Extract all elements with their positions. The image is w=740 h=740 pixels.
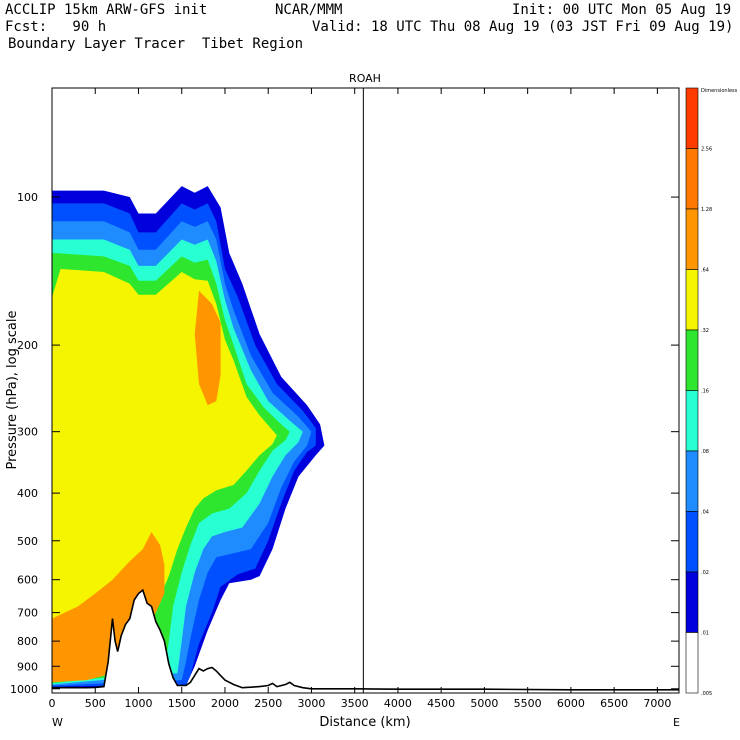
east-label: E xyxy=(673,716,680,729)
colorbar-level-4: .32 xyxy=(701,328,709,334)
x-axis: 0 500 1000 1500 2000 2500 3000 3500 4000 4500 5000… xyxy=(49,88,671,710)
colorbar-level-7: .04 xyxy=(701,510,709,516)
colorbar-swatch-1 xyxy=(685,148,699,210)
y-tick-label-300: 300 xyxy=(17,426,38,439)
forecast-hour: Fcst: 90 h xyxy=(5,19,107,35)
tracer-contour-7 xyxy=(194,290,221,406)
init-time: Init: 00 UTC Mon 05 Aug 19 xyxy=(512,2,732,18)
colorbar-level-10: .005 xyxy=(701,691,712,697)
colorbar-swatch-6 xyxy=(685,450,699,512)
x-tick-label-5000: 5000 xyxy=(470,697,498,710)
x-tick-label-7000: 7000 xyxy=(643,697,671,710)
x-tick-label-6000: 6000 xyxy=(557,697,585,710)
x-tick-label-1500: 1500 xyxy=(168,697,196,710)
x-tick-label-500: 500 xyxy=(85,697,106,710)
y-tick-label-800: 800 xyxy=(17,635,38,648)
plot-frame xyxy=(51,87,680,694)
y-tick-label-900: 900 xyxy=(17,660,38,673)
colorbar-swatch-4 xyxy=(685,329,699,391)
org-label: NCAR/MMM xyxy=(275,2,343,18)
x-tick-label-6500: 6500 xyxy=(600,697,628,710)
tracer-contour-5 xyxy=(52,268,277,683)
x-tick-label-5500: 5500 xyxy=(514,697,542,710)
x-tick-label-3000: 3000 xyxy=(297,697,325,710)
tracer-contour-6 xyxy=(52,532,165,683)
x-tick-label-4500: 4500 xyxy=(427,697,455,710)
colorbar-swatch-9 xyxy=(685,632,699,694)
west-label: W xyxy=(52,716,63,729)
colorbar-swatch-8 xyxy=(685,571,699,633)
y-axis-label: Pressure (hPa), log scale xyxy=(5,311,20,470)
chart-title: ROAH xyxy=(349,72,381,85)
y-tick-label-200: 200 xyxy=(17,339,38,352)
terrain-layer xyxy=(52,588,679,693)
y-tick-label-400: 400 xyxy=(17,487,38,500)
colorbar-level-8: .02 xyxy=(701,570,709,576)
tracer-fill-layer xyxy=(52,186,325,688)
colorbar: Dimensionless 2.56 1.28 .64 .32 .16 .08 .04 .02.… xyxy=(685,87,738,697)
y-tick-label-1000: 1000 xyxy=(10,683,38,696)
x-axis-label: Distance (km) xyxy=(319,715,410,730)
x-tick-label-0: 0 xyxy=(49,697,56,710)
x-tick-label-3500: 3500 xyxy=(341,697,369,710)
y-tick-label-500: 500 xyxy=(17,535,38,548)
colorbar-swatch-2 xyxy=(685,208,699,270)
y-tick-label-700: 700 xyxy=(17,607,38,620)
colorbar-level-3: .64 xyxy=(701,268,709,274)
y-axis: 100 200 300 400 500 600 700 800 900 1000 xyxy=(10,191,679,696)
colorbar-swatch-3 xyxy=(685,269,699,331)
colorbar-level-2: 1.28 xyxy=(701,207,712,213)
valid-time: Valid: 18 UTC Thu 08 Aug 19 (03 JST Fri … xyxy=(312,19,734,35)
colorbar-swatch-7 xyxy=(685,511,699,573)
terrain-fill xyxy=(52,590,679,693)
colorbar-title: Dimensionless xyxy=(701,88,738,94)
colorbar-level-9: .01 xyxy=(701,631,709,637)
y-tick-label-600: 600 xyxy=(17,574,38,587)
product-title: Boundary Layer Tracer Tibet Region xyxy=(8,36,304,52)
colorbar-swatch-5 xyxy=(685,390,699,452)
x-tick-label-1000: 1000 xyxy=(124,697,152,710)
model-title: ACCLIP 15km ARW-GFS init xyxy=(5,2,208,18)
x-tick-label-2000: 2000 xyxy=(211,697,239,710)
colorbar-level-1: 2.56 xyxy=(701,147,712,153)
y-tick-label-100: 100 xyxy=(17,191,38,204)
x-tick-label-2500: 2500 xyxy=(254,697,282,710)
x-tick-label-4000: 4000 xyxy=(384,697,412,710)
colorbar-level-6: .08 xyxy=(701,449,709,455)
colorbar-level-5: .16 xyxy=(701,389,709,395)
colorbar-swatch-0 xyxy=(685,87,699,149)
terrain-line xyxy=(52,588,679,691)
